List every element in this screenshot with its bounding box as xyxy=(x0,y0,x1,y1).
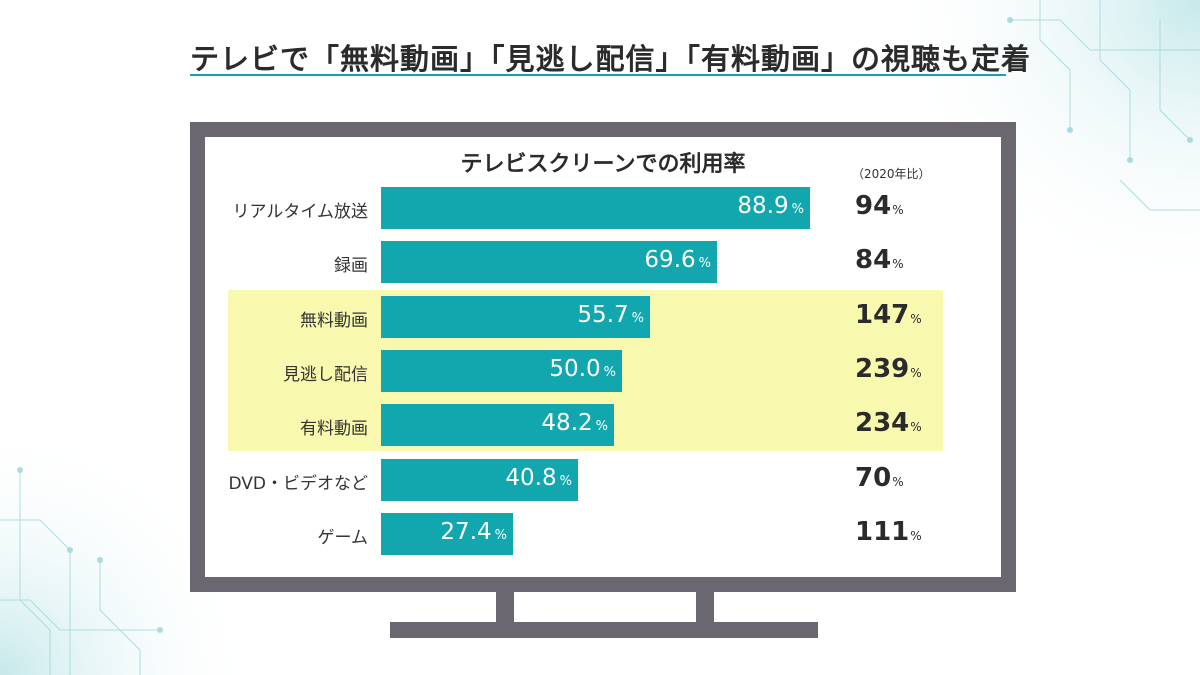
tv-stand-base xyxy=(390,622,818,638)
comparison-value: 94% xyxy=(855,191,904,221)
comparison-value: 239% xyxy=(855,354,922,384)
bar: 27.4% xyxy=(381,513,513,555)
bar-value-label: 48.2% xyxy=(541,410,608,436)
comparison-value: 147% xyxy=(855,300,922,330)
comparison-value: 111% xyxy=(855,517,922,547)
tv-stand-right-post xyxy=(696,592,714,622)
bar: 50.0% xyxy=(381,350,622,392)
bar-value-label: 88.9% xyxy=(737,193,804,219)
category-label: 無料動画 xyxy=(300,311,368,331)
category-label: 有料動画 xyxy=(300,419,368,439)
bar: 88.9% xyxy=(381,187,810,229)
category-label: DVD・ビデオなど xyxy=(228,474,368,494)
category-label: 録画 xyxy=(334,256,368,276)
bar-value-label: 50.0% xyxy=(549,356,616,382)
comparison-value: 70% xyxy=(855,463,904,493)
headline-underline xyxy=(190,74,1006,76)
tv-stand-left-post xyxy=(496,592,514,622)
category-label: 見逃し配信 xyxy=(283,365,368,385)
comparison-value: 84% xyxy=(855,245,904,275)
bar-value-label: 40.8% xyxy=(505,465,572,491)
comparison-note: （2020年比） xyxy=(852,167,931,181)
comparison-value: 234% xyxy=(855,408,922,438)
bar: 48.2% xyxy=(381,404,614,446)
bar: 55.7% xyxy=(381,296,650,338)
category-label: リアルタイム放送 xyxy=(232,202,369,222)
chart-title: テレビスクリーンでの利用率 xyxy=(460,152,746,177)
bar-value-label: 27.4% xyxy=(440,519,507,545)
bar: 40.8% xyxy=(381,459,578,501)
bar: 69.6% xyxy=(381,241,717,283)
headline: テレビで「無料動画」「見逃し配信」「有料動画」の視聴も定着 xyxy=(190,42,1032,76)
bar-value-label: 55.7% xyxy=(577,302,644,328)
bar-value-label: 69.6% xyxy=(644,247,711,273)
category-label: ゲーム xyxy=(317,528,369,548)
